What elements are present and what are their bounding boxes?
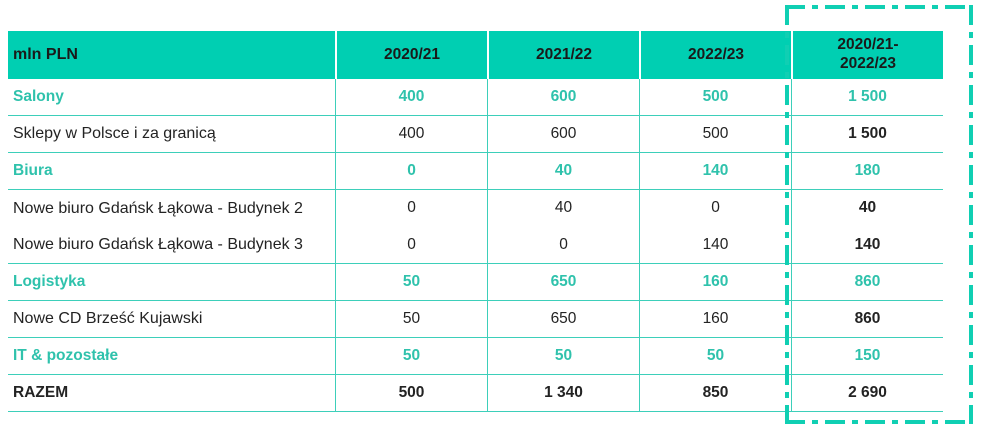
cell-value: 400	[335, 116, 487, 152]
unit-label: mln PLN	[8, 31, 335, 79]
highlight-border-top	[785, 5, 973, 9]
cell-value: 500	[335, 375, 487, 411]
cell-value: 650	[487, 301, 639, 337]
cell-value: 40	[791, 190, 943, 227]
row-logistyka: Logistyka 50 650 160 860	[8, 264, 943, 301]
row-razem: RAZEM 500 1 340 850 2 690	[8, 375, 943, 412]
cell-value: 500	[639, 79, 791, 115]
cell-value: 140	[639, 153, 791, 189]
cell-value: 160	[639, 301, 791, 337]
row-budynek-3: Nowe biuro Gdańsk Łąkowa - Budynek 3 0 0…	[8, 227, 943, 264]
cell-value: 500	[639, 116, 791, 152]
cell-value: 2 690	[791, 375, 943, 411]
col-total-2020-21-2022-23: 2020/21- 2022/23	[791, 31, 943, 79]
cell-value: 1 340	[487, 375, 639, 411]
row-label: Nowe biuro Gdańsk Łąkowa - Budynek 2	[13, 199, 303, 217]
row-label: Biura	[13, 161, 53, 179]
cell-value: 860	[791, 264, 943, 300]
row-label: Nowe biuro Gdańsk Łąkowa - Budynek 3	[13, 236, 303, 254]
cell-value: 50	[335, 301, 487, 337]
row-cd-brzesc-kujawski: Nowe CD Brześć Kujawski 50 650 160 860	[8, 301, 943, 338]
row-it-pozostale: IT & pozostałe 50 50 50 150	[8, 338, 943, 375]
row-label: Salony	[13, 87, 64, 105]
cell-value: 40	[487, 190, 639, 227]
cell-value: 40	[487, 153, 639, 189]
cell-value: 0	[335, 153, 487, 189]
cell-value: 0	[335, 227, 487, 263]
row-label: Logistyka	[13, 272, 86, 290]
row-sklepy: Sklepy w Polsce i za granicą 400 600 500…	[8, 116, 943, 153]
col-2021-22: 2021/22	[487, 31, 639, 79]
row-label: RAZEM	[13, 383, 69, 401]
row-label: Sklepy w Polsce i za granicą	[13, 125, 216, 143]
row-salony: Salony 400 600 500 1 500	[8, 79, 943, 116]
cell-value: 650	[487, 264, 639, 300]
row-biura: Biura 0 40 140 180	[8, 153, 943, 190]
col-2022-23: 2022/23	[639, 31, 791, 79]
cell-value: 140	[791, 227, 943, 263]
highlight-border-bottom	[785, 420, 973, 424]
cell-value: 150	[791, 338, 943, 374]
cell-value: 1 500	[791, 79, 943, 115]
cell-value: 600	[487, 116, 639, 152]
cell-value: 50	[639, 338, 791, 374]
cell-value: 50	[335, 264, 487, 300]
col-2020-21: 2020/21	[335, 31, 487, 79]
cell-value: 0	[639, 190, 791, 227]
row-label: IT & pozostałe	[13, 346, 119, 364]
cell-value: 0	[487, 227, 639, 263]
row-budynek-2: Nowe biuro Gdańsk Łąkowa - Budynek 2 0 4…	[8, 190, 943, 227]
cell-value: 600	[487, 79, 639, 115]
cell-value: 860	[791, 301, 943, 337]
table-header-row: mln PLN 2020/21 2021/22 2022/23 2020/21-…	[8, 31, 943, 79]
highlight-border-right	[969, 5, 973, 424]
cell-value: 50	[487, 338, 639, 374]
cell-value: 160	[639, 264, 791, 300]
cell-value: 140	[639, 227, 791, 263]
cell-value: 850	[639, 375, 791, 411]
row-label: Nowe CD Brześć Kujawski	[13, 310, 203, 328]
cell-value: 0	[335, 190, 487, 227]
capex-table: mln PLN 2020/21 2021/22 2022/23 2020/21-…	[8, 31, 943, 412]
cell-value: 1 500	[791, 116, 943, 152]
cell-value: 50	[335, 338, 487, 374]
cell-value: 180	[791, 153, 943, 189]
cell-value: 400	[335, 79, 487, 115]
